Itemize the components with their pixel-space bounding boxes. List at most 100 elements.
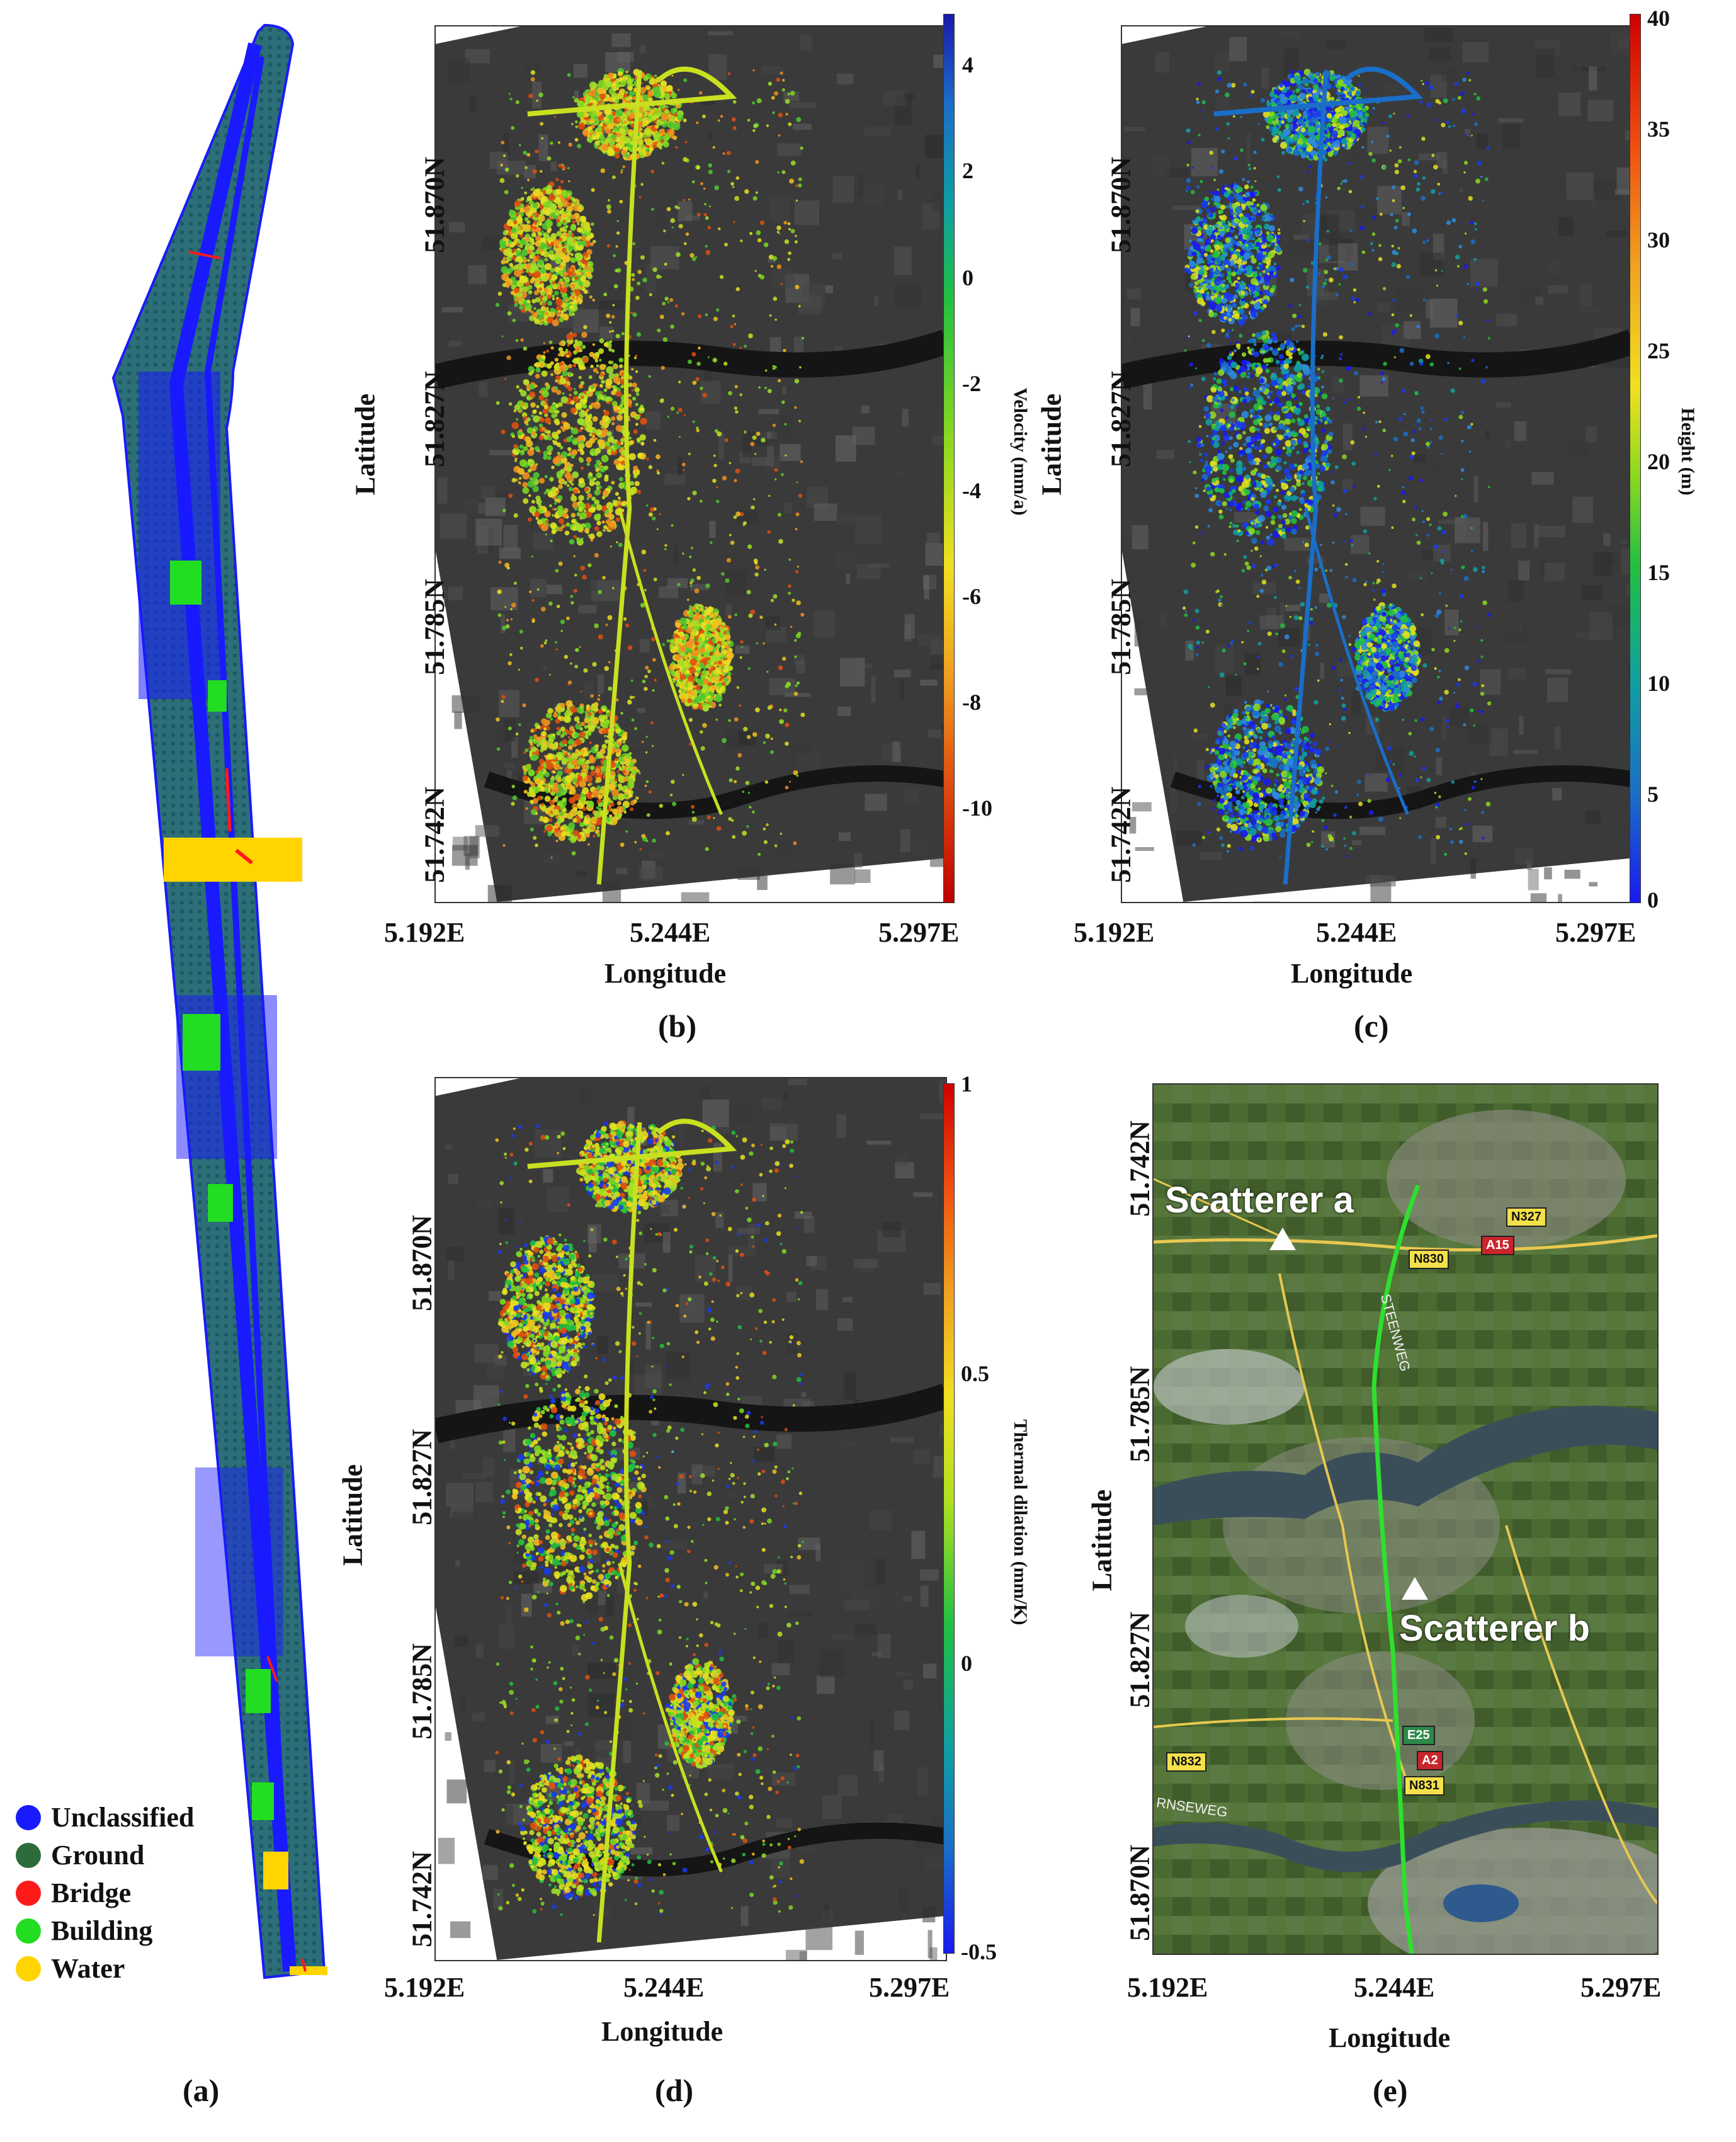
panel-c-caption: (c) <box>1354 1008 1389 1044</box>
panel-d-xtick-2: 5.297E <box>869 1972 950 2003</box>
panel-e-ytick-2: 51.827N <box>1124 1612 1155 1708</box>
panel-e-ytick-3: 51.870N <box>1124 1845 1155 1941</box>
colorbar-tick: 0 <box>961 1651 972 1676</box>
panel-e-xtick-2: 5.297E <box>1580 1972 1662 2003</box>
panel-b-ytick-3: 51.742N <box>419 787 450 883</box>
colorbar-tick: 15 <box>1647 560 1670 585</box>
colorbar-tick: 2 <box>962 158 973 183</box>
velocity-map-frame <box>434 25 947 903</box>
colorbar-tick: 4 <box>962 52 973 77</box>
colorbar-tick: 30 <box>1647 227 1670 253</box>
panel-c-xlabel: Longitude <box>1291 958 1413 989</box>
panel-d-caption: (d) <box>655 2073 694 2108</box>
panel-c-ytick-2: 51.785N <box>1105 579 1137 675</box>
scatterer-a-marker-icon <box>1269 1228 1296 1250</box>
panel-d-xlabel: Longitude <box>601 2016 723 2047</box>
legend-item-bridge: Bridge <box>16 1877 131 1909</box>
legend-label: Unclassified <box>51 1802 195 1833</box>
velocity-colorbar <box>943 14 955 903</box>
thermal-colorbar-title: Thermal dilation (mm/K) <box>1010 1419 1031 1626</box>
panel-b-ylabel: Latitude <box>349 393 381 496</box>
scatterer-a-label: Scatterer a <box>1165 1180 1354 1221</box>
colorbar-tick: -2 <box>962 371 981 396</box>
panel-e-caption: (e) <box>1373 2073 1408 2108</box>
colorbar-tick: 0 <box>1647 887 1659 913</box>
colorbar-tick: 35 <box>1647 117 1670 142</box>
colorbar-tick: -4 <box>962 478 981 503</box>
panel-c-xtick-2: 5.297E <box>1555 917 1637 948</box>
legend-swatch <box>16 1804 41 1830</box>
panel-e-xtick-0: 5.192E <box>1127 1972 1208 2003</box>
panel-d-ytick-0: 51.870N <box>406 1215 438 1311</box>
road-label-n327: N327 <box>1506 1207 1546 1227</box>
road-label-e25: E25 <box>1402 1726 1435 1745</box>
panel-c-ytick-0: 51.870N <box>1105 157 1137 253</box>
colorbar-tick: -10 <box>962 795 992 821</box>
velocity-colorbar-title: Velocity (mm/a) <box>1010 387 1031 516</box>
panel-e-ytick-0: 51.742N <box>1124 1120 1155 1217</box>
colorbar-tick: 10 <box>1647 671 1670 696</box>
panel-b-xtick-1: 5.244E <box>630 917 711 948</box>
legend-item-building: Building <box>16 1915 152 1947</box>
scatterer-b-marker-icon <box>1402 1577 1428 1600</box>
legend-swatch <box>16 1956 41 1981</box>
panel-b-ytick-1: 51.827N <box>419 371 450 467</box>
legend-item-ground: Ground <box>16 1839 144 1871</box>
colorbar-tick: -6 <box>962 584 981 609</box>
legend-swatch <box>16 1842 41 1868</box>
panel-b-xtick-0: 5.192E <box>384 917 465 948</box>
panel-d-ytick-3: 51.742N <box>406 1851 438 1947</box>
panel-c-xtick-0: 5.192E <box>1074 917 1155 948</box>
legend-swatch <box>16 1918 41 1944</box>
scatterer-b-label: Scatterer b <box>1399 1608 1591 1649</box>
panel-a-caption: (a) <box>183 2073 220 2108</box>
panel-d-xtick-1: 5.244E <box>623 1972 705 2003</box>
colorbar-tick: 25 <box>1647 338 1670 363</box>
colorbar-tick: 5 <box>1647 782 1659 807</box>
classified-corridor-map <box>111 23 327 1980</box>
panel-c-ylabel: Latitude <box>1036 393 1067 496</box>
panel-b-ytick-0: 51.870N <box>419 157 450 253</box>
satellite-map <box>1154 1085 1657 1954</box>
colorbar-tick: 0.5 <box>961 1361 989 1386</box>
legend-item-unclassified: Unclassified <box>16 1801 194 1833</box>
road-label-a2: A2 <box>1417 1751 1443 1770</box>
colorbar-tick: -0.5 <box>961 1939 997 1964</box>
panel-e-xlabel: Longitude <box>1329 2022 1451 2053</box>
road-label-n832: N832 <box>1166 1752 1206 1772</box>
road-label-n830: N830 <box>1409 1250 1449 1269</box>
legend-label: Water <box>51 1953 125 1984</box>
thermal-dilation-map <box>436 1078 946 1960</box>
legend-swatch <box>16 1880 41 1906</box>
colorbar-tick: 40 <box>1647 6 1670 31</box>
colorbar-tick: 1 <box>961 1071 972 1097</box>
satellite-map-frame: N327 A15 N830 E25 A2 N831 N832 STEENWEG … <box>1152 1083 1659 1955</box>
velocity-map <box>436 26 946 902</box>
colorbar-tick: 20 <box>1647 449 1670 474</box>
classification-legend: Unclassified Ground Bridge Building Wate… <box>16 1801 255 2003</box>
legend-label: Building <box>51 1915 153 1946</box>
height-map <box>1122 26 1632 902</box>
height-colorbar-title: Height (m) <box>1677 407 1698 496</box>
panel-c-ytick-3: 51.742N <box>1105 787 1137 883</box>
panel-b-caption: (b) <box>658 1008 697 1044</box>
legend-label: Ground <box>51 1840 145 1871</box>
legend-item-water: Water <box>16 1952 125 1985</box>
thermal-map-frame <box>434 1077 947 1961</box>
colorbar-tick: 0 <box>962 265 973 290</box>
height-colorbar <box>1630 14 1641 903</box>
panel-d-ytick-2: 51.785N <box>406 1643 438 1740</box>
panel-e-ylabel: Latitude <box>1086 1489 1118 1592</box>
legend-label: Bridge <box>51 1877 132 1908</box>
colorbar-tick: -8 <box>962 690 981 715</box>
thermal-colorbar <box>943 1083 955 1954</box>
panel-d-ylabel: Latitude <box>337 1464 368 1566</box>
panel-b-xlabel: Longitude <box>604 958 727 989</box>
panel-d-ytick-1: 51.827N <box>406 1429 438 1525</box>
road-label-a15: A15 <box>1481 1236 1514 1255</box>
panel-b-ytick-2: 51.785N <box>419 579 450 675</box>
panel-e-xtick-1: 5.244E <box>1354 1972 1435 2003</box>
panel-e-ytick-1: 51.785N <box>1124 1366 1155 1462</box>
panel-b-xtick-2: 5.297E <box>878 917 960 948</box>
panel-c-xtick-1: 5.244E <box>1316 917 1397 948</box>
